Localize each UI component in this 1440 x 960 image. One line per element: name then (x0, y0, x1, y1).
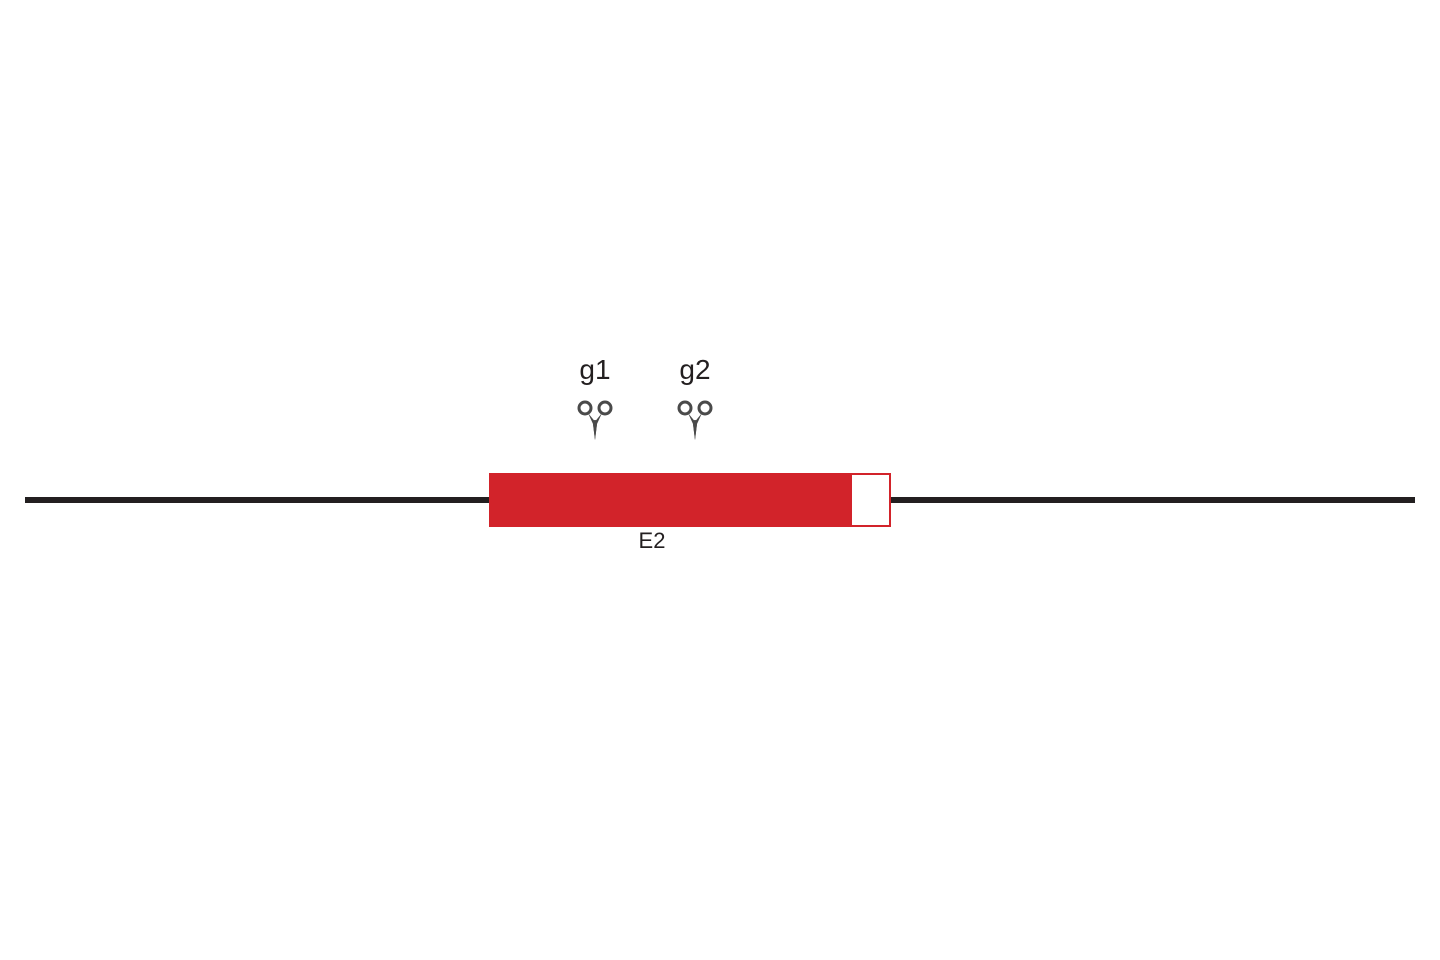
cut-site-g1: g1 (579, 354, 611, 440)
scissors-icon (679, 402, 711, 440)
cut-site-label: g2 (679, 354, 710, 385)
cut-site-g2: g2 (679, 354, 711, 440)
scissors-icon (579, 402, 611, 440)
exon-label: E2 (639, 528, 666, 553)
exon-box: E2 (490, 474, 890, 553)
cut-site-label: g1 (579, 354, 610, 385)
exon-fill (490, 474, 852, 526)
